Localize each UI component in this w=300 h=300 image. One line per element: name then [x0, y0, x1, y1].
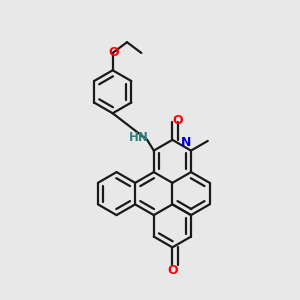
Text: HN: HN	[129, 131, 149, 144]
Text: O: O	[172, 114, 183, 127]
Text: O: O	[108, 46, 119, 59]
Text: O: O	[167, 263, 178, 277]
Text: N: N	[181, 136, 192, 149]
